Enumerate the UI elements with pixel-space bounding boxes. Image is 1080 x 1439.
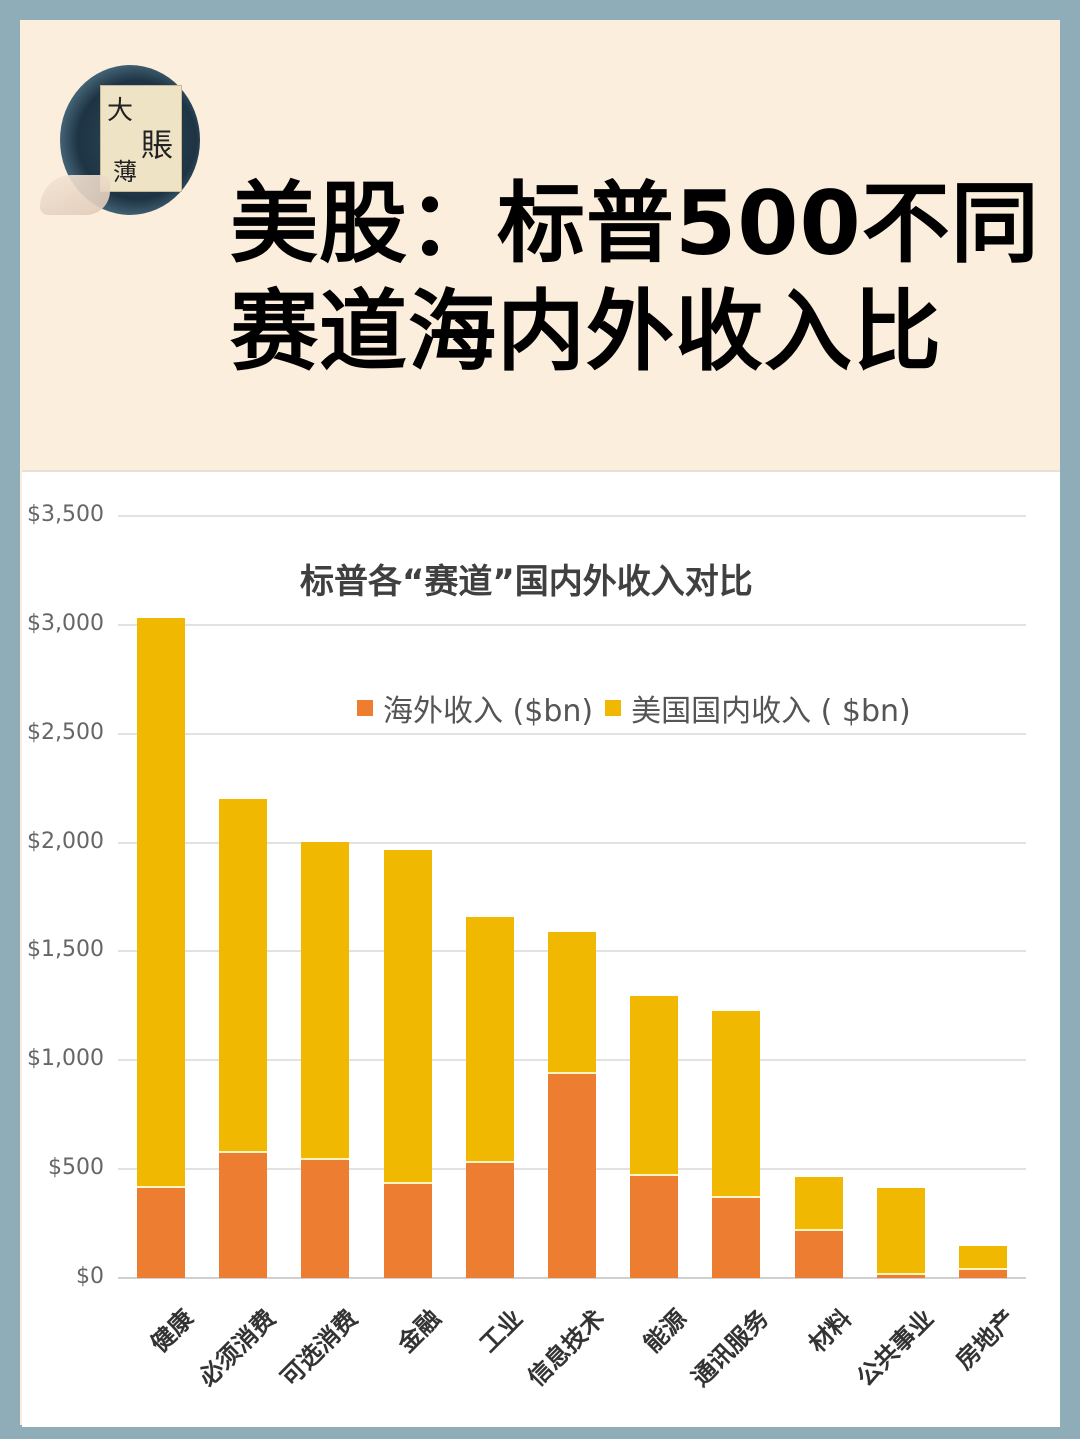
gridline (118, 623, 1026, 626)
bar-7 (712, 1011, 761, 1278)
bar-segment-domestic (712, 1011, 761, 1199)
x-tick-label: 健康 (145, 1304, 200, 1358)
gridline (118, 1277, 1026, 1279)
bar-1 (219, 799, 268, 1278)
y-tick-label: $3,500 (27, 502, 104, 527)
bar-segment-domestic (794, 1176, 843, 1231)
bar-segment-overseas (630, 1176, 679, 1278)
bar-6 (630, 996, 679, 1278)
bar-9 (876, 1188, 925, 1278)
bar-segment-overseas (548, 1074, 596, 1278)
legend: 海外收入 ($bn) 美国国内收入 ( $bn) (357, 686, 923, 730)
logo-char: 賬 (141, 126, 174, 164)
bar-segment-overseas (465, 1163, 514, 1278)
y-tick-label: $2,000 (27, 828, 104, 854)
legend-swatch-domestic (605, 700, 622, 716)
bar-segment-domestic (959, 1245, 1007, 1270)
page-title: 美股：标普500不同 赛道海内外收入比 (230, 170, 1040, 386)
bar-segment-overseas (137, 1188, 185, 1278)
bar-segment-domestic (219, 799, 268, 1154)
bar-segment-domestic (876, 1188, 925, 1275)
bar-0 (137, 618, 185, 1278)
title-line-2: 赛道海内外收入比 (230, 280, 943, 383)
bar-segment-overseas (959, 1269, 1007, 1278)
legend-label-overseas: 海外收入 ($bn) (383, 694, 594, 729)
bar-segment-domestic (465, 917, 514, 1164)
bar-segment-overseas (219, 1153, 268, 1278)
bar-10 (959, 1245, 1007, 1278)
x-tick-label: 房地产 (950, 1304, 1022, 1375)
bar-segment-domestic (137, 618, 185, 1189)
y-tick-label: $1,000 (27, 1046, 104, 1072)
x-tick-label: 可选消费 (275, 1304, 364, 1392)
bar-segment-domestic (301, 842, 350, 1160)
logo-paper: 大 賬 薄 (100, 85, 182, 192)
title-line-1: 美股：标普500不同 (230, 172, 1040, 275)
bar-8 (794, 1176, 843, 1278)
legend-item-domestic: 美国国内收入 ( $bn) (605, 686, 911, 730)
y-tick-label: $1,500 (27, 937, 104, 963)
bar-4 (465, 917, 514, 1278)
bar-segment-domestic (383, 849, 432, 1184)
bar-2 (301, 842, 350, 1278)
legend-item-overseas: 海外收入 ($bn) (357, 686, 593, 730)
bar-segment-overseas (383, 1183, 432, 1278)
x-tick-label: 信息技术 (522, 1304, 611, 1392)
x-tick-label: 金融 (391, 1304, 446, 1358)
legend-swatch-overseas (357, 700, 373, 716)
legend-label-domestic: 美国国内收入 ( $bn) (631, 694, 911, 729)
logo-char: 大 (107, 96, 134, 126)
x-tick-label: 能源 (638, 1304, 693, 1358)
header: 大 賬 薄 美股：标普500不同 赛道海内外收入比 (20, 20, 1060, 470)
poster-frame: 大 賬 薄 美股：标普500不同 赛道海内外收入比 标普各“赛道”国内外收入对比… (20, 20, 1060, 1427)
x-tick-label: 通讯服务 (686, 1304, 775, 1392)
chart-card: 标普各“赛道”国内外收入对比 海外收入 ($bn) 美国国内收入 ( $bn) … (22, 470, 1060, 1427)
bar-segment-overseas (794, 1230, 843, 1278)
x-tick-label: 材料 (802, 1304, 857, 1358)
gridline (118, 841, 1026, 844)
logo-wave (40, 175, 110, 215)
bar-segment-overseas (876, 1274, 925, 1278)
y-tick-label: $500 (48, 1155, 104, 1181)
x-tick-label: 必须消费 (193, 1304, 282, 1392)
ink-circle-logo-icon: 大 賬 薄 (40, 65, 200, 220)
bar-segment-domestic (548, 932, 596, 1074)
logo-char: 薄 (113, 158, 137, 186)
x-tick-label: 公共事业 (851, 1304, 939, 1392)
x-tick-label: 工业 (474, 1304, 528, 1358)
gridline (118, 515, 1026, 517)
y-tick-label: $0 (76, 1264, 104, 1289)
bar-5 (548, 932, 596, 1278)
y-tick-label: $2,500 (27, 719, 104, 745)
bar-segment-overseas (712, 1198, 761, 1278)
bar-segment-domestic (630, 996, 679, 1177)
gridline (118, 732, 1026, 735)
chart-title: 标普各“赛道”国内外收入对比 (300, 562, 753, 602)
bar-3 (383, 849, 432, 1278)
bar-segment-overseas (301, 1159, 350, 1278)
y-tick-label: $3,000 (27, 610, 104, 636)
